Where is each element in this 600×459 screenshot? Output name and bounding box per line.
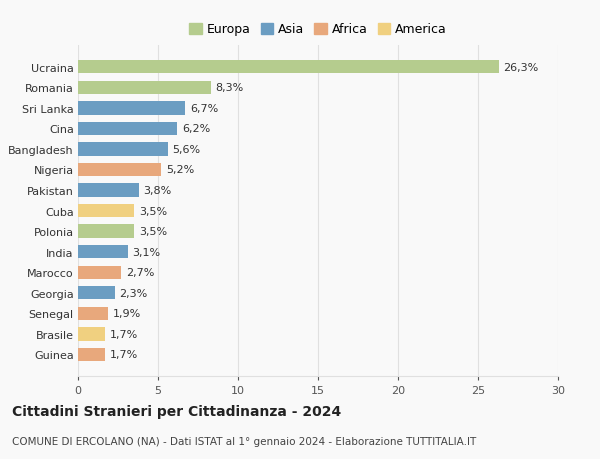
- Text: 1,7%: 1,7%: [110, 329, 138, 339]
- Bar: [78, 102, 185, 115]
- Text: 1,9%: 1,9%: [113, 309, 142, 319]
- Bar: [78, 246, 128, 259]
- Text: Cittadini Stranieri per Cittadinanza - 2024: Cittadini Stranieri per Cittadinanza - 2…: [12, 404, 341, 418]
- Text: 3,8%: 3,8%: [143, 185, 172, 196]
- Text: 1,7%: 1,7%: [110, 350, 138, 360]
- Bar: [78, 61, 499, 74]
- Bar: [78, 307, 109, 320]
- Bar: [78, 81, 211, 95]
- Text: 3,1%: 3,1%: [133, 247, 161, 257]
- Bar: [78, 163, 161, 177]
- Text: 3,5%: 3,5%: [139, 227, 167, 237]
- Text: 6,7%: 6,7%: [190, 104, 218, 113]
- Bar: [78, 184, 139, 197]
- Text: 5,2%: 5,2%: [166, 165, 194, 175]
- Text: 5,6%: 5,6%: [172, 145, 200, 155]
- Legend: Europa, Asia, Africa, America: Europa, Asia, Africa, America: [189, 23, 447, 36]
- Text: 2,7%: 2,7%: [126, 268, 154, 278]
- Text: 26,3%: 26,3%: [503, 62, 539, 73]
- Bar: [78, 225, 134, 238]
- Text: 3,5%: 3,5%: [139, 206, 167, 216]
- Bar: [78, 204, 134, 218]
- Bar: [78, 266, 121, 280]
- Bar: [78, 143, 167, 156]
- Bar: [78, 348, 105, 361]
- Text: 2,3%: 2,3%: [119, 288, 148, 298]
- Text: 6,2%: 6,2%: [182, 124, 210, 134]
- Bar: [78, 123, 177, 136]
- Bar: [78, 328, 105, 341]
- Text: COMUNE DI ERCOLANO (NA) - Dati ISTAT al 1° gennaio 2024 - Elaborazione TUTTITALI: COMUNE DI ERCOLANO (NA) - Dati ISTAT al …: [12, 436, 476, 446]
- Text: 8,3%: 8,3%: [215, 83, 244, 93]
- Bar: [78, 286, 115, 300]
